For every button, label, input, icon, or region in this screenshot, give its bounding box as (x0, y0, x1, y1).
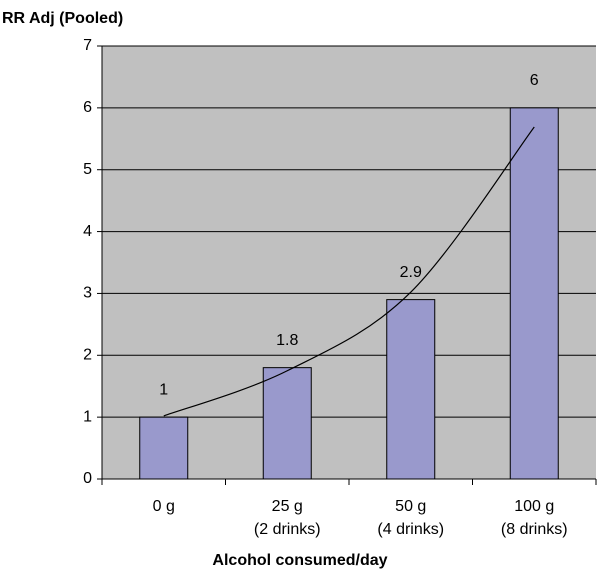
x-tick-label: 100 g (8 drinks) (500, 498, 568, 538)
bar (139, 416, 189, 480)
data-label: 2.9 (400, 264, 422, 281)
y-tick-label: 4 (83, 223, 92, 240)
data-label: 1 (159, 381, 168, 398)
data-label: 6 (530, 72, 539, 89)
bar (262, 367, 312, 480)
y-tick-label: 0 (83, 470, 92, 487)
bar (386, 299, 436, 480)
y-tick-label: 7 (83, 37, 92, 54)
x-axis-title: Alcohol consumed/day (212, 552, 387, 569)
data-label: 1.8 (276, 332, 298, 349)
x-tick-label: 0 g (152, 498, 175, 515)
y-tick-label: 6 (83, 99, 92, 116)
x-tick-label: 25 g (2 drinks) (253, 498, 321, 538)
bar (509, 107, 559, 480)
x-tick-label: 50 g (4 drinks) (377, 498, 445, 538)
y-tick-label: 5 (83, 161, 92, 178)
chart-title: RR Adj (Pooled) (2, 10, 123, 27)
y-tick-label: 3 (83, 285, 92, 302)
y-tick-label: 1 (83, 408, 92, 425)
y-tick-label: 2 (83, 347, 92, 364)
trend-line (163, 126, 535, 417)
